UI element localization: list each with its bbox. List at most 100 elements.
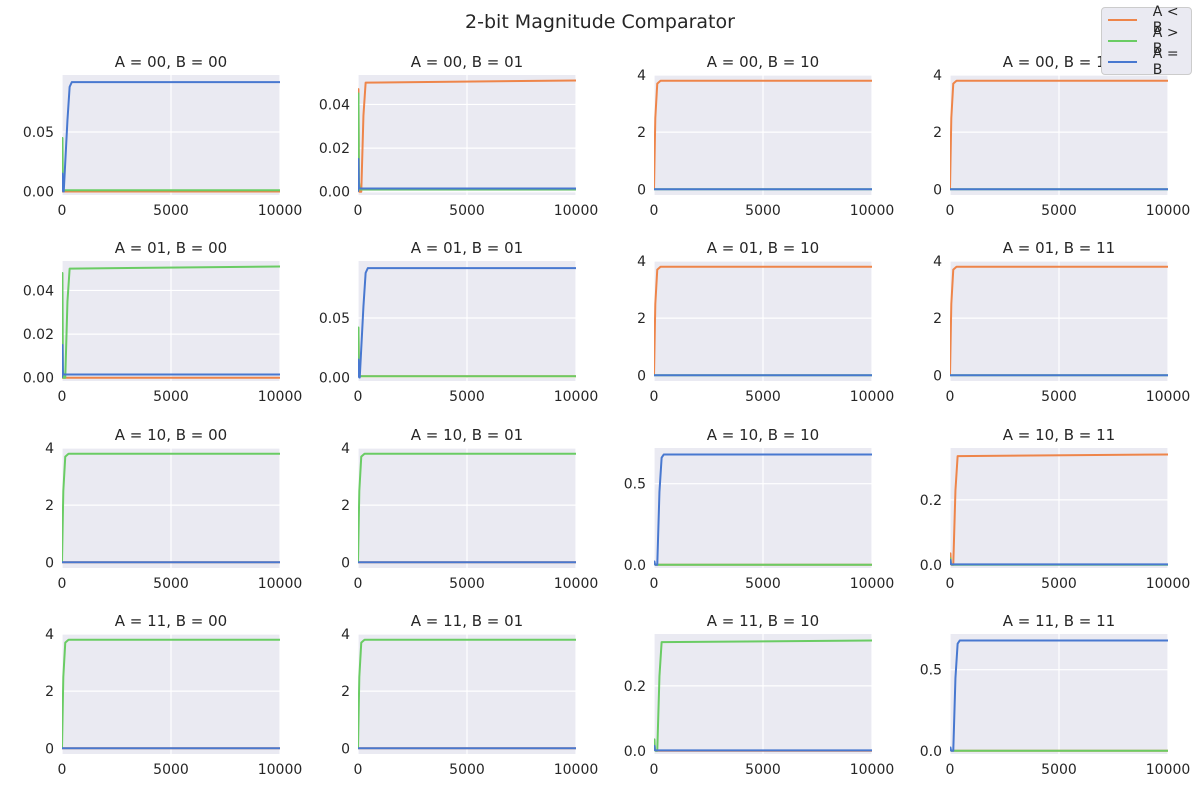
y-tick-label: 4 (637, 68, 646, 84)
y-tick-label: 0.0 (920, 558, 942, 574)
subplot: 0 5000 10000 0.00 0.02 0.04 A = 01, B = 00 (23, 239, 302, 405)
x-tick-label: 5000 (153, 762, 189, 778)
x-tick-label: 0 (650, 576, 659, 592)
x-tick-label: 0 (650, 762, 659, 778)
y-tick-label: 0.5 (624, 477, 646, 493)
x-tick-label: 10000 (1146, 203, 1191, 219)
y-tick-label: 2 (637, 311, 646, 327)
subplot-title: A = 00, B = 00 (115, 53, 227, 71)
x-tick-label: 10000 (554, 203, 599, 219)
subplot-title: A = 01, B = 01 (411, 239, 523, 257)
x-tick-label: 10000 (258, 762, 303, 778)
x-tick-label: 0 (946, 389, 955, 405)
x-tick-label: 10000 (554, 389, 599, 405)
x-tick-label: 5000 (449, 762, 485, 778)
legend: A < B A > B A = B (1101, 4, 1192, 78)
series-line-AltB (654, 79, 872, 190)
subplot: 0 5000 10000 0.0 0.5 A = 10, B = 10 (624, 426, 895, 592)
x-tick-label: 10000 (258, 389, 303, 405)
x-tick-label: 0 (58, 203, 67, 219)
x-tick-label: 5000 (449, 389, 485, 405)
series-line-AeqB (62, 344, 280, 378)
subplot: 0 5000 10000 0 2 4 A = 00, B = 10 (637, 53, 894, 219)
x-tick-label: 10000 (258, 203, 303, 219)
subplot: 0 5000 10000 0.0 0.5 A = 11, B = 11 (920, 612, 1191, 778)
subplot: 0 5000 10000 0.00 0.05 A = 01, B = 01 (319, 239, 598, 405)
x-tick-label: 0 (650, 203, 659, 219)
series-line-AgtB (62, 638, 280, 749)
y-tick-label: 0.05 (319, 311, 350, 327)
x-tick-label: 0 (58, 576, 67, 592)
y-tick-label: 4 (933, 68, 942, 84)
series-line-AeqB (358, 267, 576, 379)
x-tick-label: 5000 (745, 389, 781, 405)
y-tick-label: 4 (341, 441, 350, 457)
x-tick-label: 5000 (153, 576, 189, 592)
subplot: 0 5000 10000 0 2 4 A = 11, B = 00 (45, 612, 302, 778)
y-tick-label: 4 (341, 627, 350, 643)
subplot: 0 5000 10000 0 2 4 A = 00, B = 11 (933, 53, 1190, 219)
subplot-title: A = 00, B = 01 (411, 53, 523, 71)
y-tick-label: 0 (341, 555, 350, 571)
series-line-AeqB (358, 158, 576, 192)
subplot: 0 5000 10000 0.0 0.2 A = 11, B = 10 (624, 612, 895, 778)
y-tick-label: 0.0 (624, 744, 646, 760)
x-tick-label: 0 (946, 576, 955, 592)
y-tick-label: 2 (341, 684, 350, 700)
series-line-AltB (950, 265, 1168, 376)
subplot: 0 5000 10000 0.00 0.05 A = 00, B = 00 (23, 53, 302, 219)
x-tick-label: 10000 (1146, 762, 1191, 778)
y-tick-label: 0.02 (319, 141, 350, 157)
x-tick-label: 5000 (1041, 762, 1077, 778)
legend-label: A > B (1152, 25, 1179, 57)
subplot-title: A = 10, B = 11 (1003, 426, 1115, 444)
y-tick-label: 4 (45, 441, 54, 457)
x-tick-label: 10000 (554, 576, 599, 592)
y-tick-label: 0 (637, 182, 646, 198)
y-tick-label: 2 (341, 498, 350, 514)
y-tick-label: 0.00 (319, 370, 350, 386)
figure-title: 2-bit Magnitude Comparator (465, 11, 735, 33)
x-tick-label: 0 (946, 762, 955, 778)
y-tick-label: 0.5 (920, 663, 942, 679)
x-tick-label: 10000 (850, 389, 895, 405)
y-tick-label: 0.00 (23, 184, 54, 200)
legend-label: A = B (1152, 46, 1179, 78)
x-tick-label: 5000 (449, 203, 485, 219)
subplot: 0 5000 10000 0 2 4 A = 01, B = 11 (933, 239, 1190, 405)
series-line-AgtB (62, 265, 280, 379)
series-line-AeqB (654, 453, 872, 566)
x-tick-label: 5000 (1041, 389, 1077, 405)
subplot-title: A = 10, B = 10 (707, 426, 819, 444)
y-tick-label: 0.02 (23, 327, 54, 343)
x-tick-label: 5000 (1041, 203, 1077, 219)
x-tick-label: 0 (58, 762, 67, 778)
y-tick-label: 0.04 (319, 97, 350, 113)
y-tick-label: 4 (45, 627, 54, 643)
y-tick-label: 0 (933, 182, 942, 198)
subplot-title: A = 00, B = 11 (1003, 53, 1115, 71)
legend-item-a-equal-b: A = B (1108, 46, 1191, 78)
x-tick-label: 5000 (745, 203, 781, 219)
subplot: 0 5000 10000 0 2 4 A = 10, B = 01 (341, 426, 598, 592)
y-tick-label: 0.04 (23, 283, 54, 299)
x-tick-label: 0 (354, 389, 363, 405)
x-tick-label: 10000 (554, 762, 599, 778)
legend-item-a-less-b: A < B (1108, 4, 1191, 36)
subplot-title: A = 01, B = 00 (115, 239, 227, 257)
y-tick-label: 0.2 (624, 679, 646, 695)
x-tick-label: 5000 (153, 389, 189, 405)
series-line-AeqB (950, 639, 1168, 752)
x-tick-label: 5000 (1041, 576, 1077, 592)
subplot: 0 5000 10000 0 2 4 A = 01, B = 10 (637, 239, 894, 405)
series-line-AeqB (950, 558, 1168, 566)
y-tick-label: 0.00 (23, 371, 54, 387)
y-tick-label: 2 (933, 311, 942, 327)
x-tick-label: 10000 (850, 203, 895, 219)
y-tick-label: 0.0 (920, 744, 942, 760)
y-tick-label: 2 (45, 684, 54, 700)
y-tick-label: 0.0 (624, 558, 646, 574)
x-tick-label: 10000 (1146, 576, 1191, 592)
subplot-title: A = 11, B = 01 (411, 612, 523, 630)
